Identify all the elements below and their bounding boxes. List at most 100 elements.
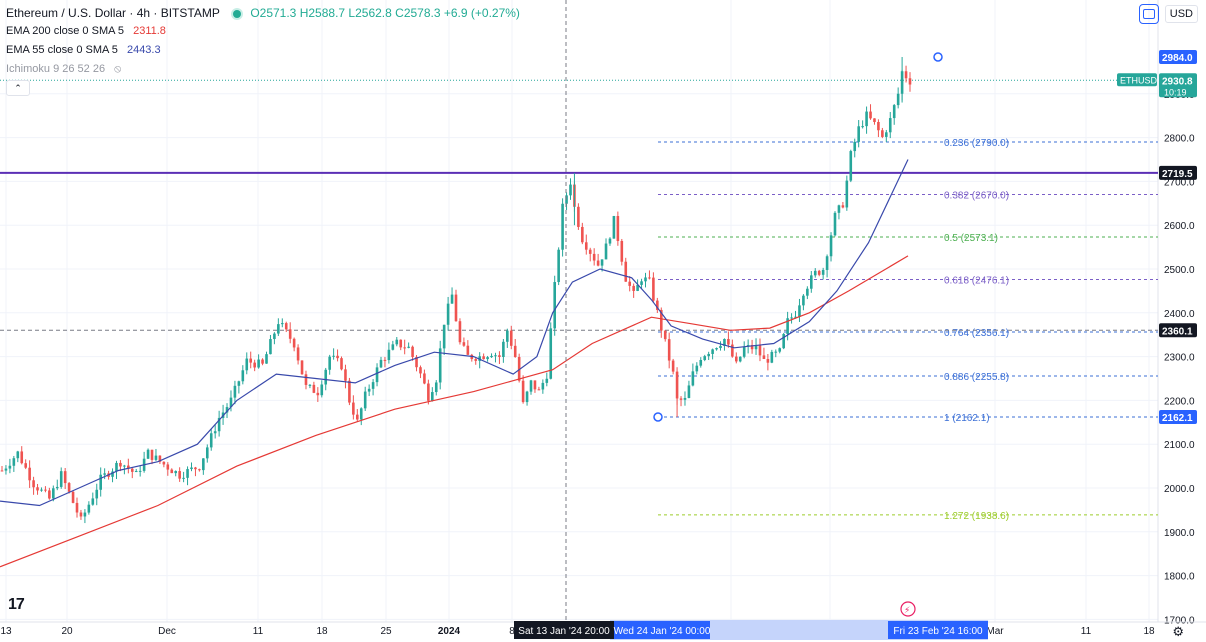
eye-hidden-icon[interactable]: ⦸ [114, 63, 122, 75]
candle-body [509, 330, 513, 346]
candle-body [656, 300, 659, 310]
candle-body [584, 242, 588, 250]
ohlc-close: C2578.3 [395, 6, 441, 20]
candle-body [32, 480, 35, 488]
candle-body [715, 348, 718, 350]
candle-body [427, 383, 430, 401]
candle-body [865, 111, 868, 127]
candle-body [44, 489, 47, 491]
candle-body [829, 235, 833, 257]
candle-body [8, 465, 12, 469]
candle-body [63, 471, 67, 484]
fib-level-label: 1 (2162.1) [944, 413, 990, 424]
compare-toggle-button[interactable] [1138, 4, 1159, 24]
candle-body [616, 216, 620, 241]
candle-body [711, 349, 714, 354]
indicator-ichimoku[interactable]: Ichimoku 9 26 52 26 ⦸ [6, 63, 121, 76]
candle-body [115, 462, 118, 472]
candle-body [592, 253, 596, 261]
candle-body [798, 305, 801, 317]
candle-body [407, 346, 410, 348]
indicator-ema55[interactable]: EMA 55 close 0 SMA 5 2443.3 [6, 44, 161, 56]
candle-body [478, 356, 481, 361]
candle-body [521, 380, 525, 403]
candle-body [434, 382, 438, 393]
hline-price-badge [1159, 165, 1197, 180]
ema-55-line [0, 159, 909, 507]
candle-body [778, 348, 782, 352]
market-status-icon [232, 9, 241, 18]
candle-body [588, 249, 592, 254]
fibonacci-retracement[interactable]: 0.236 (2790.0) 0.382 (2670.0) 0.5 (2573.1)… [653, 52, 1158, 522]
candle-body [28, 467, 31, 481]
ohlc-low: L2562.8 [348, 6, 392, 20]
symbol-title[interactable]: Ethereum / U.S. Dollar · 4h · BITSTAMP [6, 6, 220, 20]
candle-body [841, 205, 845, 208]
candle-body [229, 397, 233, 408]
chart-grid [0, 0, 1158, 622]
symbol-badge [1117, 73, 1157, 87]
countdown-label: 10:19 [1164, 87, 1187, 97]
horizontal-levels[interactable] [0, 79, 1158, 331]
price-tick-label: 2100.0 [1164, 440, 1195, 451]
candle-body [640, 281, 643, 285]
candle-body [652, 277, 655, 301]
price-axis[interactable]: 1700.0 1800.0 1900.0 2000.0 2100.0 2200.0 2300… [1157, 0, 1195, 626]
indicator-label: EMA 200 close 0 SMA 5 [6, 25, 125, 37]
candle-body [213, 431, 217, 434]
candle-body [723, 338, 726, 346]
candle-body [320, 384, 324, 396]
candle-body [707, 353, 710, 357]
collapse-legend-button[interactable]: ⌃ [6, 80, 30, 96]
candle-body [758, 345, 762, 356]
candle-body [482, 356, 485, 360]
lightning-glyph: ⚡ [904, 606, 910, 616]
crosshair-price-badge-label: 2360.1 [1162, 326, 1193, 337]
currency-select[interactable]: USD [1164, 5, 1198, 23]
candle-body [154, 455, 158, 460]
candle-body [533, 380, 537, 390]
candle-body [620, 240, 624, 262]
candle-body [174, 471, 178, 474]
candle-body [545, 378, 549, 383]
candle-body [446, 303, 450, 325]
candle-body [332, 355, 335, 357]
range-end-time-label-text: Fri 23 Feb '24 16:00 [893, 626, 983, 637]
price-tick-label: 2300.0 [1164, 353, 1195, 364]
time-axis[interactable]: 1320Dec11182520248Feb12Mar1118 [0, 621, 1206, 637]
candle-body [845, 180, 849, 208]
candle-body [454, 294, 458, 322]
candle-body [873, 118, 876, 123]
candle-body [300, 360, 304, 375]
candle-body [99, 474, 102, 490]
indicator-ema200[interactable]: EMA 200 close 0 SMA 5 2311.8 [6, 25, 166, 37]
candle-body [537, 389, 541, 391]
candle-body [284, 323, 288, 330]
low-price-badge [1159, 410, 1197, 424]
candle-body [667, 339, 671, 361]
candle-body [324, 369, 328, 385]
price-tick-label: 2500.0 [1164, 265, 1195, 276]
candle-body [659, 309, 663, 331]
crosshair-price-badge [1159, 323, 1197, 338]
settings-gear-icon[interactable]: ⚙ [1172, 624, 1184, 639]
price-tick-label: 1800.0 [1164, 572, 1195, 583]
candle-body [127, 465, 130, 469]
candle-body [182, 477, 185, 479]
symbol-badge-label: ETHUSD [1120, 75, 1158, 85]
candle-body [719, 345, 722, 349]
candle-body [885, 132, 888, 137]
range-start-time-label [614, 621, 710, 639]
candle-body [245, 358, 249, 371]
candle-body [59, 471, 63, 487]
time-tick-label: 18 [1143, 626, 1155, 637]
fib-anchor-handle [933, 52, 943, 62]
candle-body [134, 471, 138, 473]
candle-body [336, 355, 339, 359]
crosshair-time-label [514, 621, 614, 639]
candle-body [794, 316, 797, 318]
candle-body [162, 461, 166, 465]
range-start-time-label-text: Wed 24 Jan '24 00:00 [614, 626, 711, 637]
candle-body [506, 330, 509, 342]
